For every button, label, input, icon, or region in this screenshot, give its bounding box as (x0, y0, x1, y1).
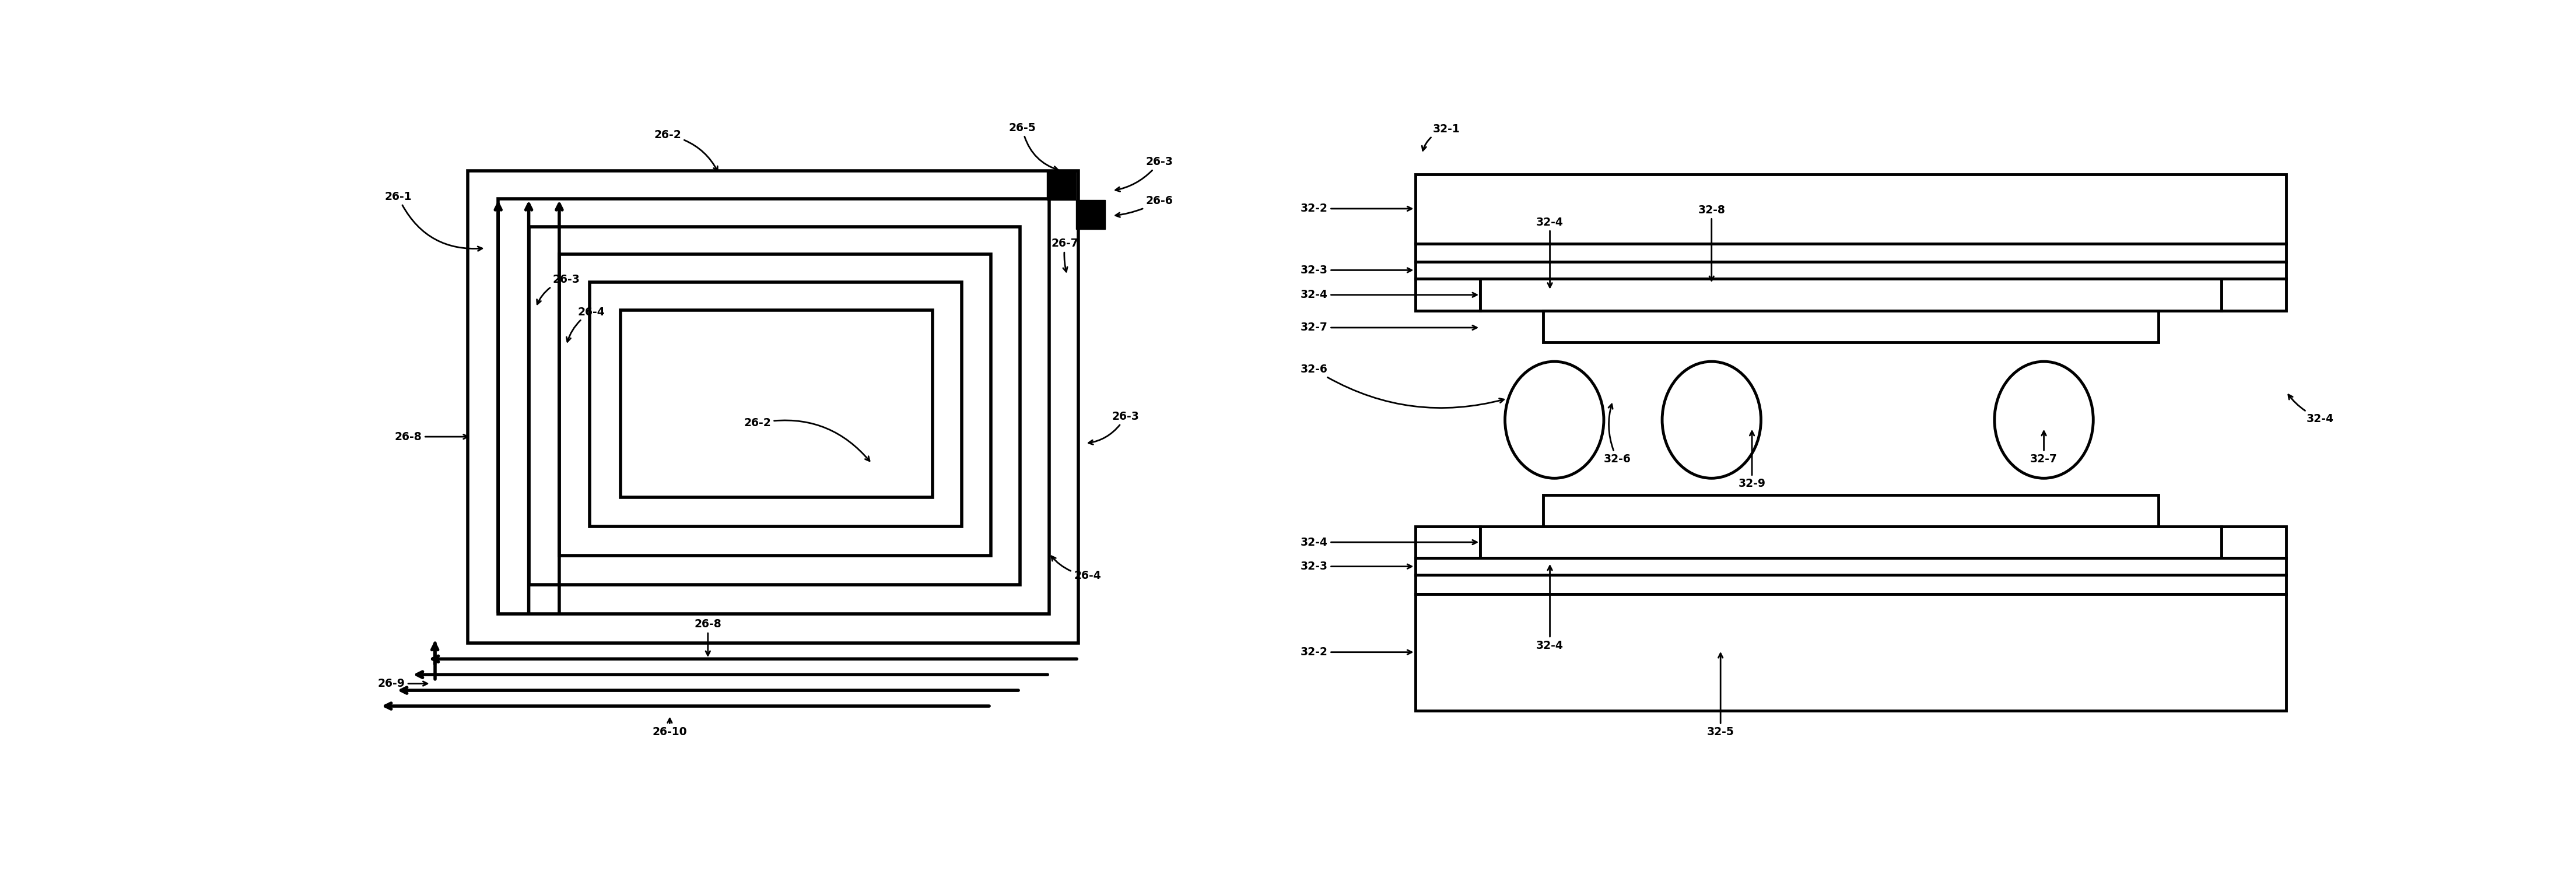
Bar (1414, 174, 2287, 244)
Text: 32-8: 32-8 (1698, 205, 1726, 280)
Text: 26-2: 26-2 (654, 130, 719, 171)
Text: 26-3: 26-3 (536, 274, 580, 304)
Text: 26-4: 26-4 (567, 307, 605, 341)
Bar (1414, 526, 1481, 558)
Bar (1414, 558, 2287, 575)
Bar (1481, 279, 2221, 311)
Text: 32-7: 32-7 (2030, 431, 2058, 465)
Bar (621, 310, 933, 497)
Text: 26-8: 26-8 (394, 431, 469, 442)
Text: 32-5: 32-5 (1708, 653, 1734, 738)
Text: 32-9: 32-9 (1739, 431, 1765, 490)
Bar (1414, 261, 2287, 279)
Bar (1543, 311, 2159, 342)
Text: 32-3: 32-3 (1301, 265, 1412, 276)
Bar (559, 254, 992, 556)
Text: 26-5: 26-5 (1010, 122, 1059, 171)
Ellipse shape (1504, 361, 1605, 478)
Text: 26-4: 26-4 (1051, 556, 1100, 582)
Bar (1414, 279, 1481, 311)
Text: 26-1: 26-1 (384, 191, 482, 251)
Text: 32-6: 32-6 (1605, 404, 1631, 465)
Text: 32-4: 32-4 (1301, 537, 1476, 548)
Text: 32-6: 32-6 (1301, 364, 1504, 408)
Ellipse shape (1662, 361, 1762, 478)
Bar (1481, 526, 2221, 558)
Text: 32-3: 32-3 (1301, 561, 1412, 572)
Text: 32-2: 32-2 (1301, 646, 1412, 658)
Bar (497, 199, 1048, 614)
Text: 32-1: 32-1 (1422, 124, 1461, 151)
Text: 26-3: 26-3 (1090, 411, 1139, 444)
Bar (1414, 575, 2287, 594)
Bar (528, 226, 1020, 584)
Text: 26-2: 26-2 (744, 418, 871, 461)
Text: 32-7: 32-7 (1301, 322, 1476, 334)
Bar (2221, 279, 2287, 311)
Text: 32-4: 32-4 (1301, 289, 1476, 300)
Text: 26-9: 26-9 (379, 679, 428, 689)
Text: 26-8: 26-8 (696, 618, 721, 656)
Bar (1046, 171, 1077, 200)
Bar (1414, 244, 2287, 261)
Text: 32-2: 32-2 (1301, 203, 1412, 214)
Text: 32-4: 32-4 (2287, 395, 2334, 424)
Text: 32-4: 32-4 (1535, 217, 1564, 287)
Text: 26-7: 26-7 (1051, 238, 1079, 272)
Text: 32-4: 32-4 (1535, 566, 1564, 651)
Bar (590, 282, 961, 526)
Text: 26-3: 26-3 (1115, 157, 1172, 192)
Ellipse shape (1994, 361, 2094, 478)
Bar (1414, 594, 2287, 711)
Bar (2221, 526, 2287, 558)
Bar (469, 171, 1079, 643)
Text: 26-10: 26-10 (652, 719, 688, 738)
Text: 26-6: 26-6 (1115, 195, 1172, 217)
Bar (1077, 200, 1105, 229)
Bar (1543, 495, 2159, 526)
